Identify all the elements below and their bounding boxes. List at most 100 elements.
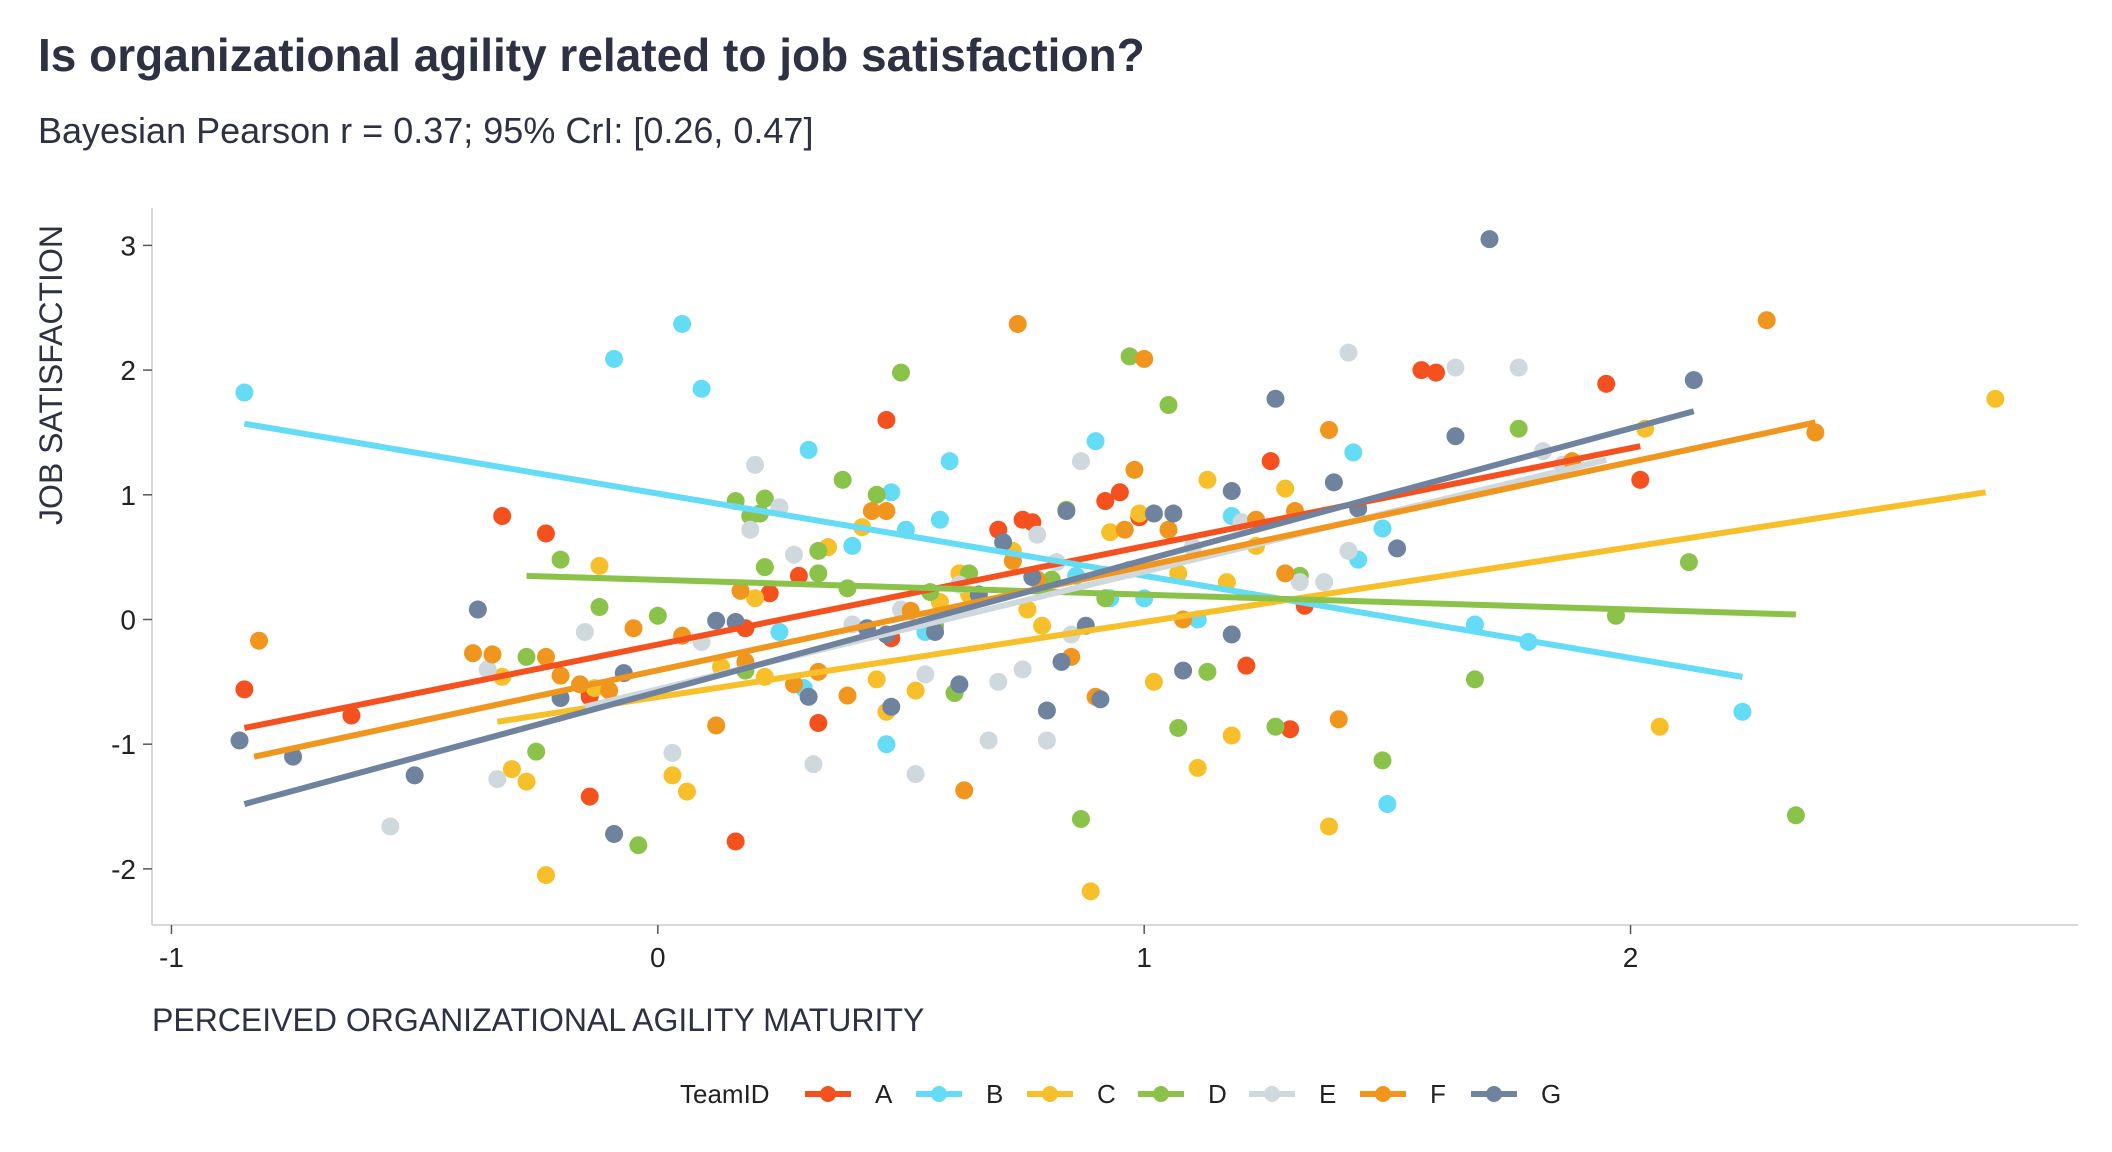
data-point-G [605,824,624,843]
data-point-C [517,772,536,791]
data-point-B [799,440,818,459]
legend-label-E: E [1319,1079,1336,1109]
y-tick-label: 1 [120,480,136,511]
data-point-F [1008,314,1027,333]
data-point-G [1057,502,1076,521]
legend-swatch-point [1264,1086,1280,1102]
data-point-D [809,564,828,583]
data-point-C [867,670,886,689]
data-point-E [663,743,682,762]
data-point-B [692,379,711,398]
y-axis-ticks: -2 -1 0 1 2 3 [111,230,152,885]
regression-lines [243,408,1987,807]
data-point-D [1266,717,1285,736]
x-tick-label: 2 [1623,942,1639,973]
data-point-F [1276,564,1295,583]
data-point-F [600,681,619,700]
y-tick-label: -2 [111,854,136,885]
data-point-C [590,556,609,575]
data-point-D [1465,670,1484,689]
data-point-D [1169,718,1188,737]
data-point-C [1650,717,1669,736]
data-point-B [1086,432,1105,451]
data-point-E [1509,358,1528,377]
data-point-B [770,622,789,641]
data-point-A [1427,363,1445,382]
data-point-C [536,866,555,885]
data-point-G [1037,701,1056,720]
legend-swatch-point [820,1086,836,1102]
data-point-E [1315,573,1334,592]
data-point-F [785,675,803,694]
x-axis-ticks: -1 0 1 2 [159,925,1638,973]
data-point-A [1110,483,1129,502]
data-point-C [678,782,696,801]
data-point-G [1388,539,1407,558]
data-point-B [235,383,254,402]
data-point-A [809,713,828,732]
data-point-D [590,598,609,617]
data-point-D [892,363,910,382]
data-point-A [342,706,361,725]
data-point-G [1222,625,1241,644]
data-point-C [1081,882,1100,901]
fit-line-C [496,489,1987,725]
data-point-G [799,687,818,706]
y-tick-label: 0 [120,604,136,635]
data-point-C [1101,523,1120,542]
data-point-D [833,470,852,489]
data-point-F [955,781,974,800]
legend-label-C: C [1097,1079,1116,1109]
y-tick-label: -1 [111,729,136,760]
data-point-E [785,545,803,564]
data-point-A [1597,374,1616,393]
legend-swatch-point [1153,1086,1169,1102]
data-point-D [1198,662,1217,681]
legend-label-D: D [1208,1079,1227,1109]
data-point-A [1631,470,1650,489]
data-point-E [746,455,765,474]
data-point-D [867,485,886,504]
data-point-G [1480,230,1499,249]
legend-swatch-point [1375,1086,1391,1102]
data-point-G [1174,661,1193,680]
data-point-G [1266,389,1285,408]
data-point-F [1125,460,1144,479]
data-point-A [1237,656,1256,675]
fit-line-D [526,572,1797,618]
data-point-C [1320,817,1338,836]
data-point-F [731,581,750,600]
data-point-F [1757,311,1776,330]
data-point-G [1324,473,1343,492]
data-point-D [527,742,546,761]
data-point-G [1164,504,1183,523]
data-point-E [1339,343,1358,362]
data-point-F [483,645,502,664]
data-point-D [809,541,828,560]
data-point-F [1329,710,1348,729]
data-point-E [916,665,935,684]
data-point-D [1679,553,1698,572]
data-point-B [1344,443,1363,462]
data-point-F [707,716,726,735]
x-tick-label: 0 [650,942,666,973]
data-point-E [741,520,760,539]
data-point-E [979,731,998,750]
data-point-D [1159,396,1178,415]
legend-label-G: G [1541,1079,1561,1109]
data-point-A [1261,452,1280,471]
data-point-B [673,314,692,333]
data-point-G [882,697,901,716]
data-point-E [989,672,1008,691]
data-point-A [760,584,779,603]
data-point-G [468,600,487,619]
data-point-B [930,510,949,529]
data-point-D [1786,806,1805,825]
data-point-E [381,817,400,836]
data-point-C [1276,479,1295,498]
data-point-A [1096,492,1115,511]
data-point-E [804,755,823,774]
data-point-D [517,647,536,666]
data-point-F [1806,423,1825,442]
legend-label-F: F [1430,1079,1446,1109]
